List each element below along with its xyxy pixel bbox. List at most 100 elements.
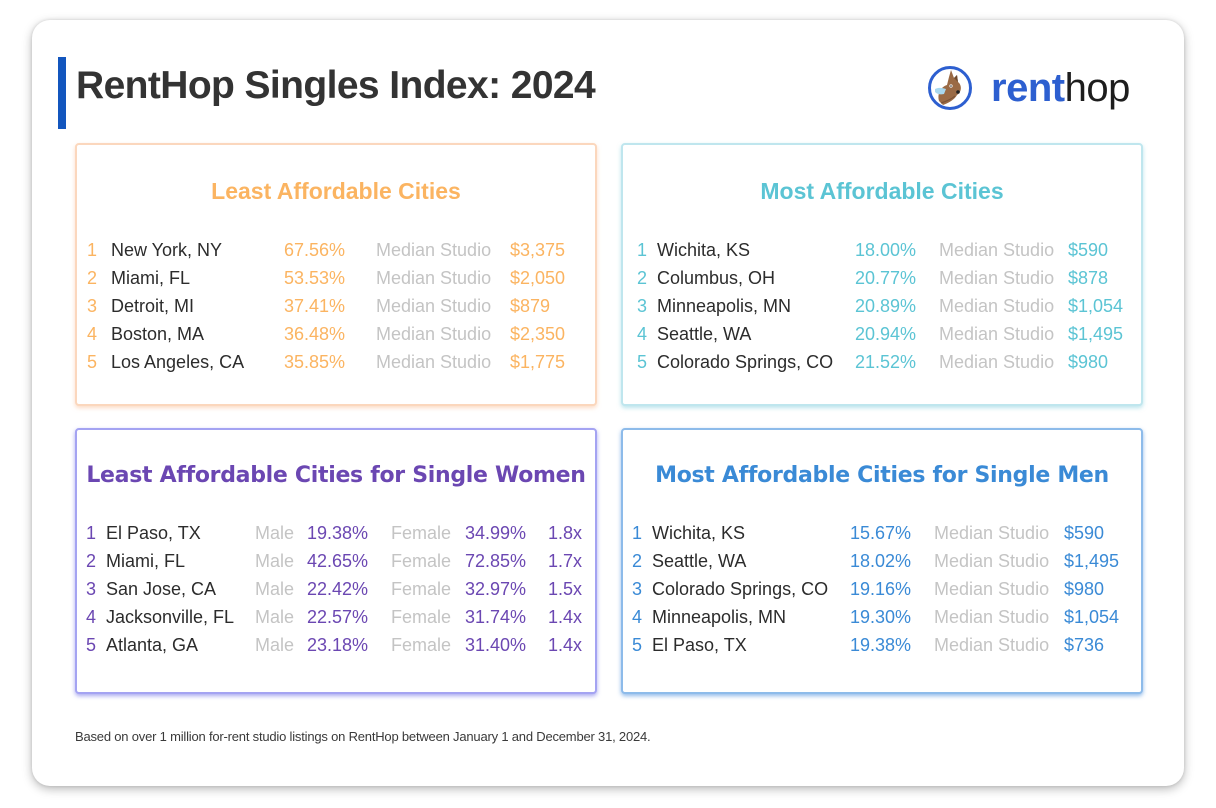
median-studio-rent: $590 [1064, 523, 1105, 543]
median-studio-rent: $879 [510, 296, 551, 316]
page-title: RentHop Singles Index: 2024 [76, 64, 596, 107]
table-row: 2 Miami, FL 53.53% Median Studio $2,050 [77, 265, 595, 293]
ratio-value: 1.8x [548, 523, 583, 543]
ratio-value: 1.7x [548, 551, 583, 571]
median-studio-rent: $2,350 [510, 324, 566, 344]
male-share: 42.65% [307, 551, 369, 571]
median-studio-label: Median Studio [934, 635, 1050, 655]
city-name: Minneapolis, MN [657, 296, 792, 316]
table-row: 1 New York, NY 67.56% Median Studio $3,375 [77, 237, 595, 265]
median-studio-rent: $2,050 [510, 268, 566, 288]
rank-number: 3 [86, 579, 97, 599]
city-name: Boston, MA [111, 324, 205, 344]
rank-number: 4 [87, 324, 98, 344]
table-row: 3 Minneapolis, MN 20.89% Median Studio $1,05… [623, 293, 1141, 321]
city-name: Columbus, OH [657, 268, 776, 288]
median-studio-rent: $980 [1068, 352, 1109, 372]
city-name: Wichita, KS [652, 523, 746, 543]
male-share: 23.18% [307, 635, 369, 655]
rank-number: 1 [87, 240, 98, 260]
female-share: 72.85% [465, 551, 527, 571]
median-studio-rent: $590 [1068, 240, 1109, 260]
median-studio-rent: $1,054 [1068, 296, 1124, 316]
panel-title: Most Affordable Cities for Single Men [655, 463, 1109, 488]
logo-wordmark: renthop [991, 66, 1130, 111]
median-studio-label: Median Studio [376, 296, 492, 316]
city-name: Minneapolis, MN [652, 607, 787, 627]
rent-share: 15.67% [850, 523, 912, 543]
city-name: Colorado Springs, CO [657, 352, 834, 372]
ranking-list: 1 New York, NY 67.56% Median Studio $3,375 2 M… [77, 237, 595, 377]
table-row: 4 Seattle, WA 20.94% Median Studio $1,495 [623, 321, 1141, 349]
ratio-value: 1.4x [548, 635, 583, 655]
rent-share: 37.41% [284, 296, 346, 316]
median-studio-label: Median Studio [376, 240, 492, 260]
female-label: Female [391, 607, 452, 627]
female-share: 31.74% [465, 607, 527, 627]
median-studio-rent: $878 [1068, 268, 1109, 288]
median-studio-label: Median Studio [934, 579, 1050, 599]
table-row: 5 Colorado Springs, CO 21.52% Median Studio… [623, 349, 1141, 377]
table-row: 5 Los Angeles, CA 35.85% Median Studio $1,77… [77, 349, 595, 377]
rank-number: 4 [86, 607, 97, 627]
male-share: 22.42% [307, 579, 369, 599]
rank-number: 5 [87, 352, 98, 372]
table-row: 2 Seattle, WA 18.02% Median Studio $1,495 [623, 548, 1141, 576]
city-name: El Paso, TX [652, 635, 747, 655]
rent-share: 20.77% [855, 268, 917, 288]
male-label: Male [255, 579, 295, 599]
rent-share: 21.52% [855, 352, 917, 372]
rent-share: 19.38% [850, 635, 912, 655]
median-studio-label: Median Studio [934, 607, 1050, 627]
female-label: Female [391, 523, 452, 543]
ranking-list: 1 El Paso, TX Male 19.38% Female 34.99% 1.8x 2 M… [77, 520, 595, 660]
median-studio-label: Median Studio [934, 523, 1050, 543]
female-label: Female [391, 635, 452, 655]
table-row: 4 Minneapolis, MN 19.30% Median Studio $1,05… [623, 604, 1141, 632]
ranking-list: 1 Wichita, KS 18.00% Median Studio $590 2 Colu… [623, 237, 1141, 377]
rank-number: 1 [632, 523, 643, 543]
median-studio-label: Median Studio [376, 268, 492, 288]
median-studio-label: Median Studio [939, 268, 1055, 288]
city-name: Colorado Springs, CO [652, 579, 829, 599]
male-label: Male [255, 523, 295, 543]
rank-number: 2 [637, 268, 648, 288]
female-label: Female [391, 551, 452, 571]
table-row: 1 Wichita, KS 15.67% Median Studio $590 [623, 520, 1141, 548]
title-accent-bar [58, 57, 66, 129]
city-name: Jacksonville, FL [106, 607, 235, 627]
median-studio-label: Median Studio [376, 352, 492, 372]
male-label: Male [255, 551, 295, 571]
median-studio-rent: $980 [1064, 579, 1105, 599]
rank-number: 2 [632, 551, 643, 571]
rank-number: 3 [87, 296, 98, 316]
logo-word-hop: hop [1064, 66, 1131, 110]
female-label: Female [391, 579, 452, 599]
panel-least-affordable-women: Least Affordable Cities for Single Women… [75, 428, 597, 694]
male-share: 19.38% [307, 523, 369, 543]
median-studio-label: Median Studio [934, 551, 1050, 571]
median-studio-label: Median Studio [939, 296, 1055, 316]
city-name: Miami, FL [106, 551, 186, 571]
city-name: El Paso, TX [106, 523, 201, 543]
city-name: Seattle, WA [657, 324, 752, 344]
male-share: 22.57% [307, 607, 369, 627]
panel-least-affordable: Least Affordable Cities 1 New York, NY 67.… [75, 143, 597, 406]
rent-share: 19.30% [850, 607, 912, 627]
female-share: 34.99% [465, 523, 527, 543]
median-studio-label: Median Studio [939, 352, 1055, 372]
city-name: Detroit, MI [111, 296, 195, 316]
rank-number: 3 [637, 296, 648, 316]
table-row: 2 Columbus, OH 20.77% Median Studio $878 [623, 265, 1141, 293]
table-row: 3 Colorado Springs, CO 19.16% Median Studio… [623, 576, 1141, 604]
city-name: San Jose, CA [106, 579, 217, 599]
city-name: Los Angeles, CA [111, 352, 245, 372]
rank-number: 3 [632, 579, 643, 599]
rank-number: 4 [637, 324, 648, 344]
median-studio-label: Median Studio [939, 324, 1055, 344]
city-name: Atlanta, GA [106, 635, 199, 655]
median-studio-rent: $3,375 [510, 240, 566, 260]
city-name: Wichita, KS [657, 240, 751, 260]
rank-number: 2 [86, 551, 97, 571]
male-label: Male [255, 607, 295, 627]
